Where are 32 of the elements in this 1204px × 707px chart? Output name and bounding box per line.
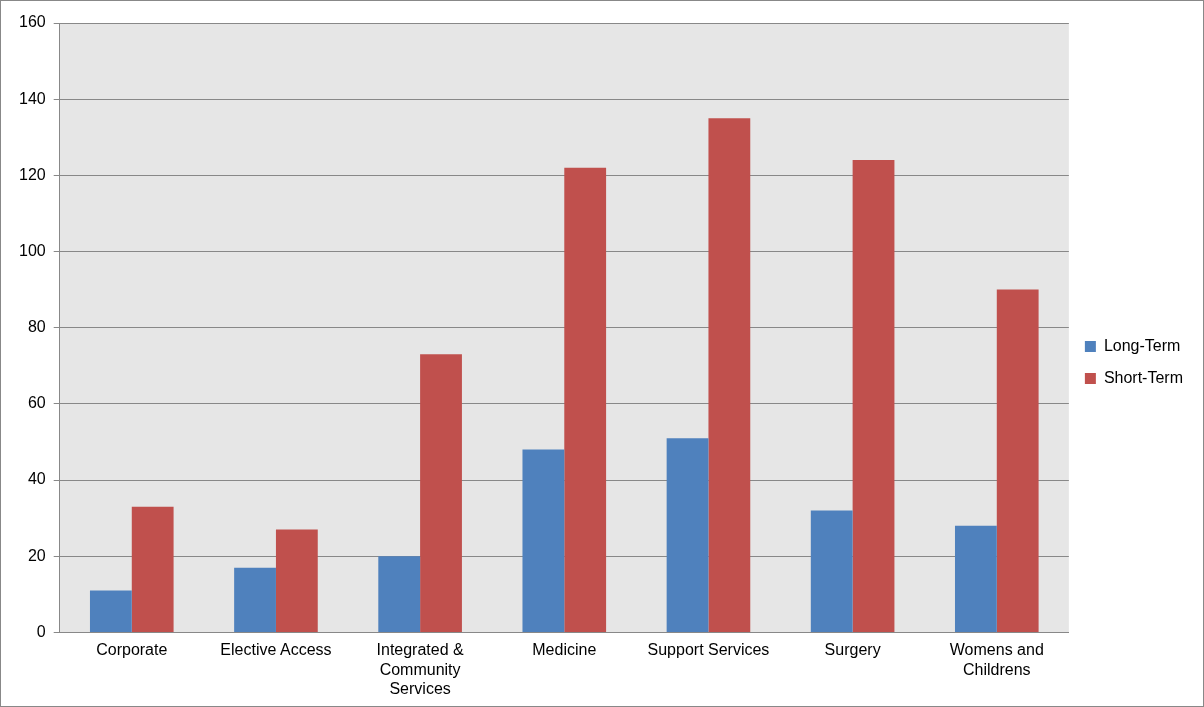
y-tick-label: 160 xyxy=(18,13,46,31)
x-tick-label: Medicine xyxy=(532,641,597,659)
bar xyxy=(131,506,174,632)
x-tick-label: Support Services xyxy=(647,641,770,659)
bar xyxy=(954,525,997,632)
legend-label: Short-Term xyxy=(1103,368,1183,386)
bar xyxy=(996,289,1039,632)
y-tick-label: 0 xyxy=(36,622,46,640)
y-tick-label: 120 xyxy=(18,165,46,183)
bar xyxy=(378,556,421,632)
bar xyxy=(810,510,853,632)
y-tick-label: 80 xyxy=(27,318,46,336)
bar xyxy=(89,590,132,632)
bar xyxy=(852,160,895,632)
bar xyxy=(275,529,318,632)
x-tick-label: Elective Access xyxy=(220,641,332,659)
bar xyxy=(708,118,751,632)
y-tick-label: 20 xyxy=(27,546,46,564)
bar xyxy=(420,354,462,632)
bar xyxy=(666,438,709,632)
x-tick-label: Corporate xyxy=(96,641,168,659)
bar xyxy=(564,167,607,632)
bar xyxy=(234,567,276,632)
bar xyxy=(522,449,565,632)
x-tick-label: Surgery xyxy=(824,641,881,659)
legend-label: Long-Term xyxy=(1103,336,1181,354)
x-tick-label: Integrated & Community Services xyxy=(376,641,465,697)
y-tick-label: 40 xyxy=(27,470,46,488)
y-tick-label: 60 xyxy=(27,394,46,412)
y-tick-label: 140 xyxy=(18,89,46,107)
y-tick-label: 100 xyxy=(18,241,46,259)
x-tick-label: Womens and Childrens xyxy=(949,641,1044,678)
